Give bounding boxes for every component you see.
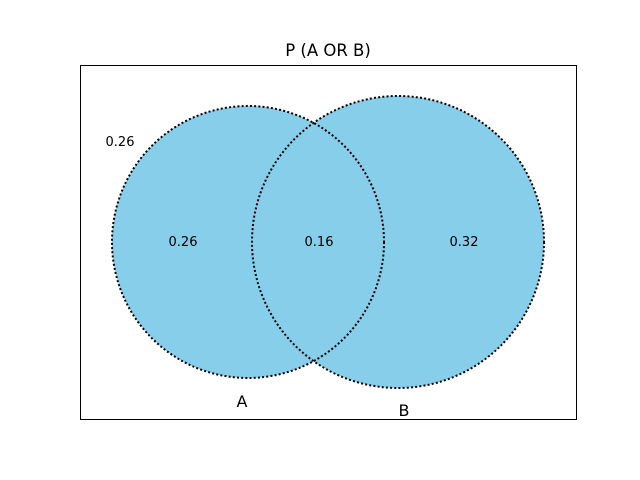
b-only-region-label: 0.32 <box>450 235 479 250</box>
intersection-region-label: 0.16 <box>305 235 334 250</box>
set-a-outline <box>111 105 385 379</box>
universe-frame <box>80 65 577 420</box>
set-b-circle <box>252 96 544 388</box>
a-only-region-label: 0.26 <box>169 235 198 250</box>
set-b-label: B <box>399 401 410 420</box>
set-b-outline <box>251 95 545 389</box>
diagram-title: P (A OR B) <box>285 41 371 60</box>
set-a-label: A <box>237 392 248 411</box>
outside-region-label: 0.26 <box>106 135 135 150</box>
